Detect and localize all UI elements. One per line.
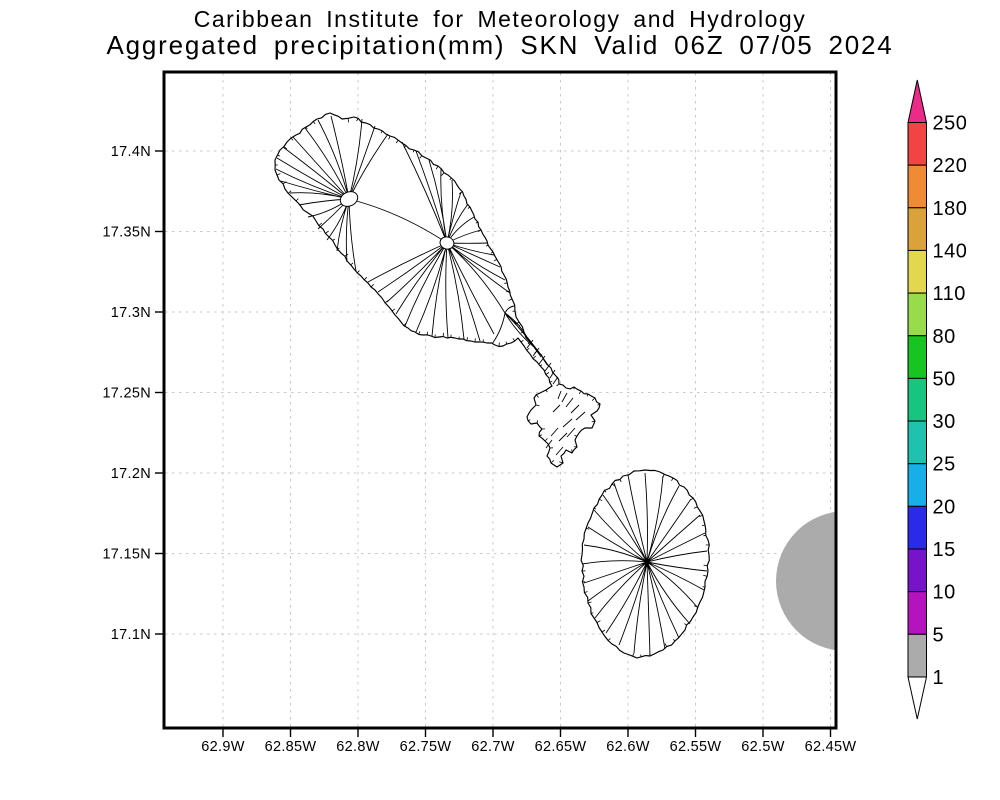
crater-outline-st-kitts: [339, 191, 359, 207]
colorbar-segment: [907, 377, 927, 422]
colorbar-level-label: 80: [933, 326, 956, 348]
x-axis-tick-label: 62.45W: [805, 739, 857, 755]
colorbar-segment: [907, 633, 927, 678]
precip-shaded-area: [776, 511, 836, 651]
colorbar: [907, 79, 928, 720]
map-frame: [162, 70, 838, 730]
x-axis-tick-label: 62.6W: [606, 739, 649, 755]
colorbar-level-label: 25: [933, 454, 956, 476]
x-axis-tick-label: 62.85W: [265, 739, 317, 755]
colorbar-segment: [907, 420, 927, 465]
y-axis-tick-label: 17.1N: [111, 627, 151, 643]
colorbar-segment: [907, 207, 927, 251]
x-axis-tick-label: 62.75W: [400, 739, 452, 755]
colorbar-segment: [907, 463, 927, 507]
colorbar-level-label: 110: [933, 283, 966, 305]
colorbar-level-label: 20: [933, 496, 956, 518]
colorbar-level-label: 220: [933, 155, 968, 177]
y-axis-tick-label: 17.25N: [102, 386, 151, 402]
title-product: Aggregated precipitation(mm) SKN Valid 0…: [106, 30, 894, 60]
colorbar-segment: [907, 548, 927, 593]
x-axis-tick-label: 62.8W: [336, 739, 379, 755]
y-axis-tick-label: 17.3N: [111, 305, 151, 321]
colorbar-labels: 250 220 180 140 110 80 50 30 25 20 15 10 5 1: [933, 113, 968, 689]
y-axis-tick-label: 17.15N: [102, 547, 151, 563]
colorbar-level-label: 5: [933, 624, 945, 646]
colorbar-segment: [907, 292, 927, 337]
title-institution: Caribbean Institute for Meteorology and …: [193, 6, 807, 32]
watershed-divide-lines: [275, 115, 708, 656]
watershed-cell-lines: [526, 339, 586, 456]
axis-ticks: [155, 150, 832, 737]
colorbar-segment: [907, 122, 927, 166]
x-axis-tick-label: 62.9W: [201, 739, 244, 755]
colorbar-level-label: 50: [933, 368, 956, 390]
x-axis-tick-label: 62.55W: [670, 739, 722, 755]
colorbar-level-label: 180: [933, 198, 968, 220]
colorbar-level-label: 250: [933, 113, 968, 135]
colorbar-segment: [907, 505, 927, 550]
colorbar-segment: [907, 335, 927, 379]
colorbar-over-arrow: [907, 79, 928, 123]
colorbar-segment: [907, 164, 927, 209]
x-axis-tick-label: 62.5W: [741, 739, 784, 755]
x-axis-tick-label: 62.65W: [535, 739, 587, 755]
colorbar-segment: [907, 591, 927, 635]
x-axis-labels: 62.9W 62.85W 62.8W 62.75W 62.7W 62.65W 62.6W 62…: [201, 739, 856, 755]
colorbar-level-label: 1: [933, 667, 945, 689]
colorbar-level-label: 10: [933, 582, 956, 604]
coastline-texture: [275, 118, 710, 657]
colorbar-segment: [907, 249, 927, 294]
colorbar-level-label: 140: [933, 240, 968, 262]
y-axis-labels: 17.4N 17.35N 17.3N 17.25N 17.2N 17.15N 17.1N: [102, 144, 151, 643]
colorbar-under-arrow: [907, 676, 928, 720]
y-axis-tick-label: 17.35N: [102, 225, 151, 241]
map-gridlines: [165, 73, 835, 727]
y-axis-tick-label: 17.2N: [111, 466, 151, 482]
crater-outline-central: [439, 236, 455, 250]
x-axis-tick-label: 62.7W: [471, 739, 514, 755]
colorbar-level-label: 15: [933, 539, 956, 561]
colorbar-level-label: 30: [933, 411, 956, 433]
y-axis-tick-label: 17.4N: [111, 144, 151, 160]
